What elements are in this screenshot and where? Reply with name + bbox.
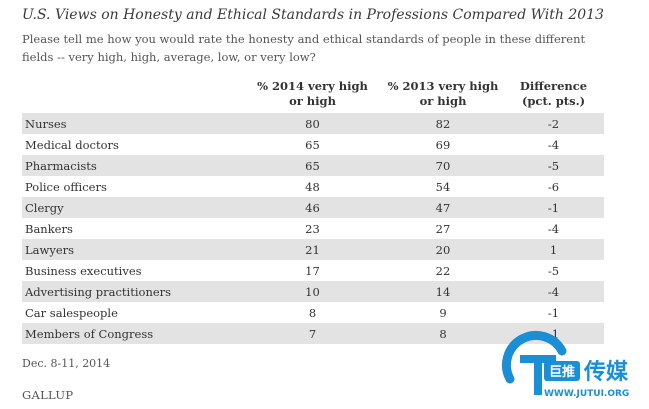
profession-cell: Advertising practitioners [25, 284, 172, 299]
profession-cell: Business executives [25, 263, 142, 278]
profession-cell: Bankers [25, 221, 73, 236]
value-2013-cell: 8 [439, 326, 447, 341]
value-2013-cell: 47 [435, 200, 451, 215]
value-2014-cell: 65 [305, 137, 320, 152]
profession-cell: Lawyers [25, 242, 75, 257]
table-row: Lawyers 21 20 1 [22, 239, 604, 260]
value-2014-cell: 46 [305, 200, 320, 215]
watermark-badge [544, 361, 580, 381]
profession-cell: Clergy [25, 200, 64, 215]
watermark-cn-text: 巨推 [549, 364, 575, 380]
difference-cell: -4 [547, 221, 560, 236]
value-2013-cell: 70 [435, 158, 451, 173]
table-row: Clergy 46 47 -1 [22, 197, 604, 218]
profession-cell: Medical doctors [25, 137, 119, 152]
watermark-logo: 巨推 传媒 WWW.JUTUI.ORG [502, 330, 629, 399]
value-2013-cell: 20 [435, 242, 451, 257]
value-2013-cell: 22 [435, 263, 451, 278]
value-2014-cell: 65 [305, 158, 320, 173]
difference-cell: -1 [547, 200, 560, 215]
profession-cell: Car salespeople [25, 305, 118, 320]
table-row: Police officers 48 54 -6 [22, 176, 604, 197]
table-row: Advertising practitioners 10 14 -4 [22, 281, 604, 302]
difference-cell: -4 [547, 284, 560, 299]
profession-cell: Nurses [25, 116, 67, 131]
watermark-url: WWW.JUTUI.ORG [544, 389, 629, 399]
header-row: % 2014 very high or high % 2013 very hig… [22, 79, 604, 113]
value-2013-cell: 9 [439, 305, 447, 320]
table-row: Bankers 23 27 -4 [22, 218, 604, 239]
table-row: Car salespeople 8 9 -1 [22, 302, 604, 323]
header-line: Difference [519, 79, 588, 93]
difference-cell: 1 [549, 242, 558, 257]
value-2014-cell: 7 [308, 326, 317, 341]
header-line: (pct. pts.) [521, 94, 586, 108]
value-2014-cell: 23 [305, 221, 320, 236]
header-line: % 2013 very high [387, 79, 499, 93]
difference-cell: -4 [547, 137, 560, 152]
value-2014-cell: 8 [308, 305, 317, 320]
chart-subtitle: Please tell me how you would rate the ho… [22, 32, 586, 64]
table-row: Medical doctors 65 69 -4 [22, 134, 604, 155]
header-cell: % 2013 very high or high [383, 79, 503, 113]
value-2013-cell: 69 [435, 137, 451, 152]
value-2014-cell: 48 [305, 179, 320, 194]
header-cell: % 2014 very high or high [242, 79, 383, 113]
difference-cell: -2 [547, 116, 560, 131]
profession-cell: Pharmacists [25, 158, 97, 173]
value-2014-cell: 21 [305, 242, 320, 257]
survey-dates-footnote: Dec. 8-11, 2014 [22, 357, 111, 370]
header-cell: Difference (pct. pts.) [503, 79, 604, 113]
difference-cell: -5 [547, 158, 560, 173]
value-2013-cell: 54 [435, 179, 451, 194]
header-line: % 2014 very high [257, 79, 368, 93]
difference-cell: -6 [547, 179, 560, 194]
source-logo: GALLUP [22, 388, 74, 402]
difference-cell: -5 [547, 263, 560, 278]
chart-title: U.S. Views on Honesty and Ethical Standa… [22, 7, 604, 23]
profession-cell: Police officers [25, 179, 107, 194]
header-line: or high [289, 94, 336, 108]
watermark-brand-text: 传媒 [583, 359, 629, 385]
watermark-emblem-icon [502, 330, 567, 395]
difference-cell: -1 [547, 305, 560, 320]
value-2014-cell: 10 [305, 284, 320, 299]
value-2014-cell: 17 [305, 263, 320, 278]
table-row: Nurses 80 82 -2 [22, 113, 604, 134]
header-cell [22, 79, 242, 113]
value-2014-cell: 80 [305, 116, 320, 131]
value-2013-cell: 27 [435, 221, 451, 236]
data-table: % 2014 very high or high % 2013 very hig… [22, 79, 604, 344]
difference-cell: -1 [547, 326, 560, 341]
value-2013-cell: 14 [435, 284, 451, 299]
table-row: Pharmacists 65 70 -5 [22, 155, 604, 176]
header-line: or high [419, 94, 467, 108]
profession-cell: Members of Congress [25, 326, 154, 341]
table-row: Business executives 17 22 -5 [22, 260, 604, 281]
table-row: Members of Congress 7 8 -1 [22, 323, 604, 344]
value-2013-cell: 82 [435, 116, 451, 131]
